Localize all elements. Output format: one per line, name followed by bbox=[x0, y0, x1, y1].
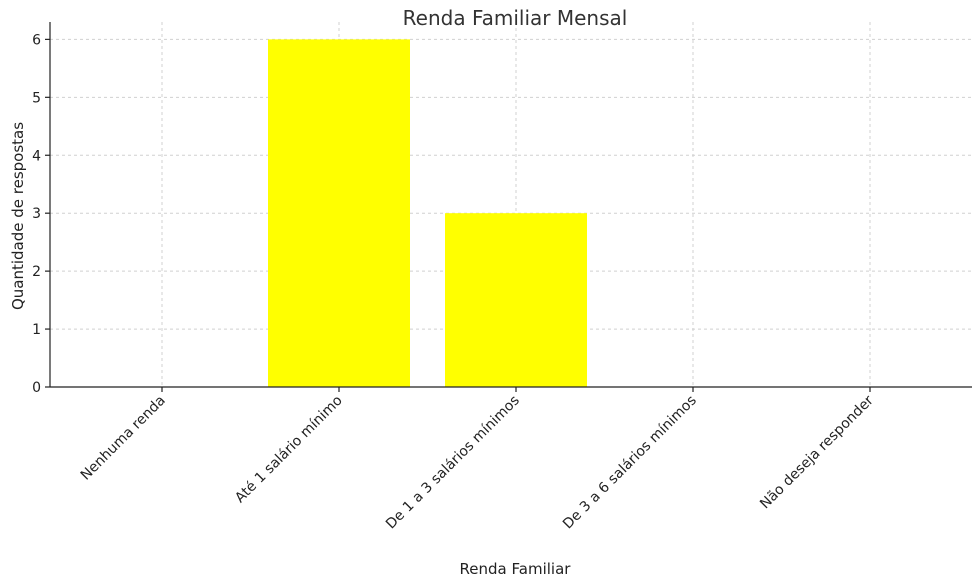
y-tick-label: 6 bbox=[32, 32, 41, 48]
x-tick-label: Nenhuma renda bbox=[78, 393, 169, 484]
x-axis-label: Renda Familiar bbox=[460, 560, 572, 578]
bar bbox=[445, 213, 587, 387]
y-axis-label: Quantidade de respostas bbox=[9, 122, 27, 310]
x-tick-label: De 3 a 6 salários mínimos bbox=[560, 393, 700, 533]
x-tick-label: Até 1 salário mínimo bbox=[232, 393, 346, 507]
x-tick-label: De 1 a 3 salários mínimos bbox=[383, 393, 523, 533]
x-tick-label: Não deseja responder bbox=[757, 392, 877, 512]
bars bbox=[268, 39, 587, 387]
y-tick-label: 2 bbox=[32, 264, 41, 280]
axes bbox=[49, 22, 972, 388]
y-tick-label: 1 bbox=[32, 322, 41, 338]
x-ticks: Nenhuma renda Até 1 salário mínimo De 1 a … bbox=[78, 387, 877, 532]
chart-title: Renda Familiar Mensal bbox=[403, 6, 628, 30]
y-tick-label: 3 bbox=[32, 206, 41, 222]
bar bbox=[268, 39, 410, 387]
y-tick-label: 5 bbox=[32, 90, 41, 106]
y-tick-label: 4 bbox=[32, 148, 41, 164]
y-tick-label: 0 bbox=[32, 380, 41, 396]
y-ticks: 0 1 2 3 4 5 6 bbox=[32, 32, 50, 396]
